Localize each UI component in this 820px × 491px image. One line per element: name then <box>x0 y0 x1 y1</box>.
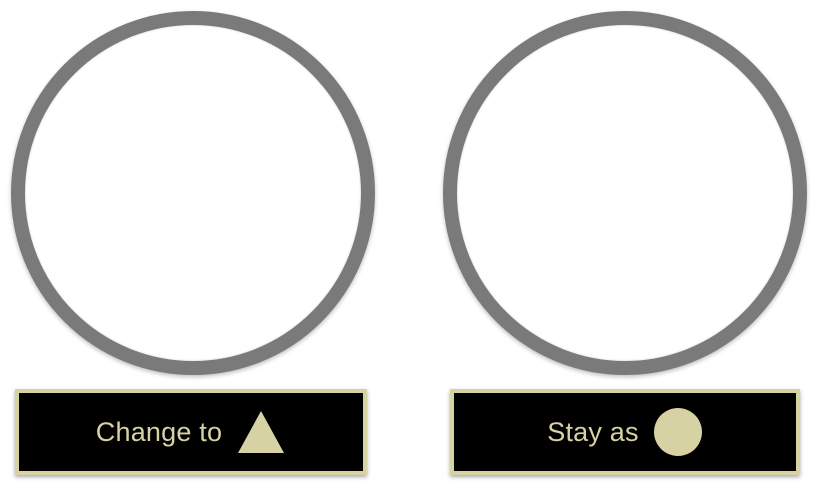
circle-outline-left <box>11 11 375 375</box>
change-to-triangle-button[interactable]: Change to <box>15 389 367 475</box>
circle-icon <box>653 407 703 457</box>
circle-outline-right <box>443 11 807 375</box>
stay-as-label: Stay as <box>547 416 639 447</box>
triangle-icon <box>236 409 286 455</box>
stay-as-circle-button[interactable]: Stay as <box>450 389 800 475</box>
change-to-label: Change to <box>95 416 223 447</box>
